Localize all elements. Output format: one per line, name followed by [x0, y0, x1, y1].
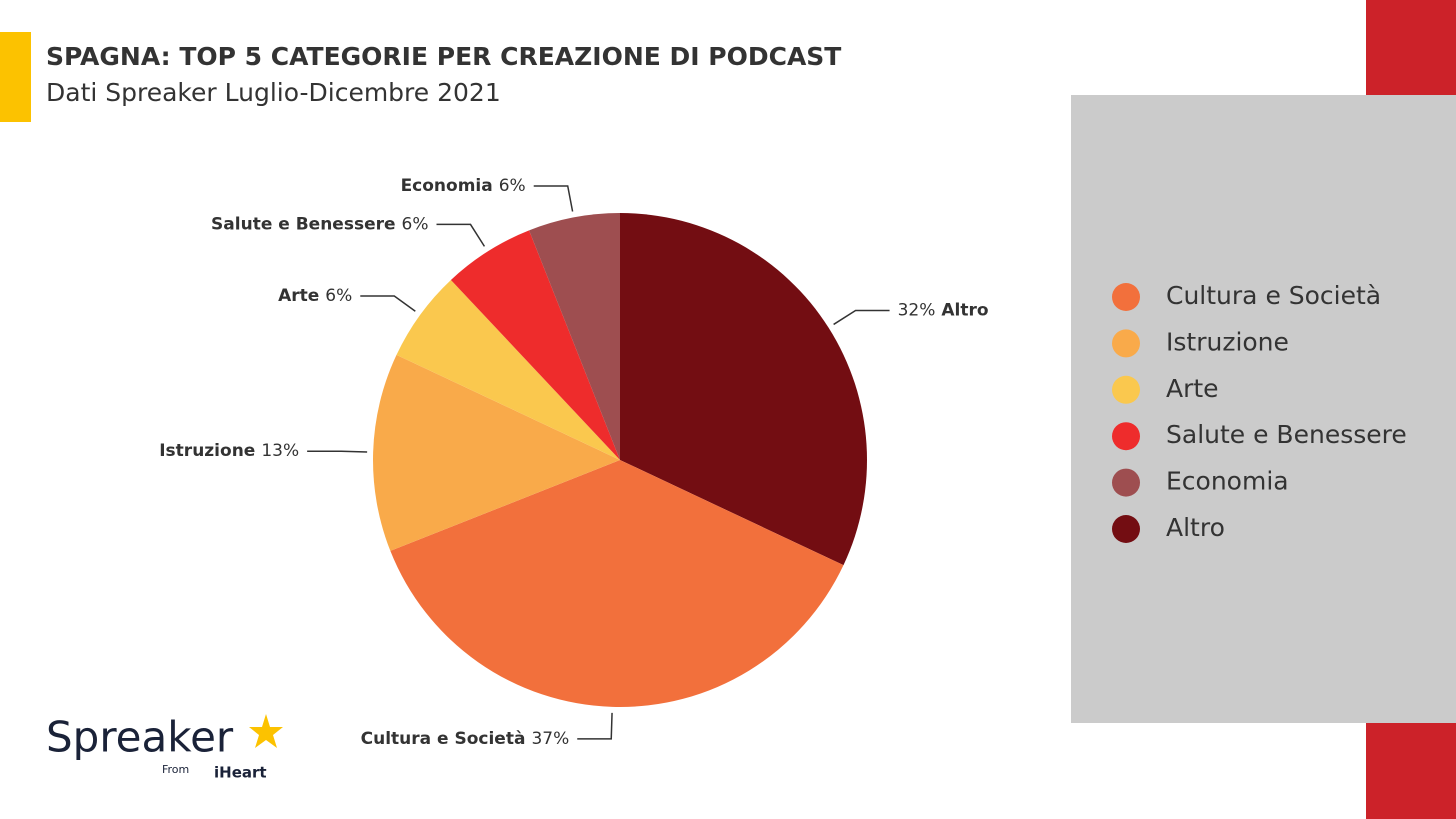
chart-title: SPAGNA: TOP 5 CATEGORIE PER CREAZIONE DI…	[46, 42, 841, 71]
data-label: Salute e Benessere 6%	[211, 214, 428, 234]
logo-from: From	[162, 763, 189, 776]
label-value: 6%	[499, 176, 526, 196]
legend-label: Salute e Benessere	[1166, 420, 1407, 449]
data-label: Arte 6%	[278, 286, 352, 306]
leader-line	[533, 185, 574, 212]
accent-bar	[0, 32, 31, 122]
pie-slice	[620, 213, 867, 566]
label-value: 6%	[325, 286, 352, 306]
data-label: 32% Altro	[898, 301, 989, 321]
leader-line	[577, 712, 613, 740]
legend-swatch	[1112, 422, 1140, 451]
legend-label: Cultura e Società	[1166, 281, 1381, 310]
label-name: Arte	[278, 286, 319, 306]
pie-slice	[450, 230, 620, 460]
leader-line	[833, 309, 890, 326]
label-value: 13%	[261, 441, 299, 461]
label-value: 6%	[402, 214, 429, 234]
label-name: Altro	[941, 301, 988, 321]
legend-label: Altro	[1166, 513, 1225, 542]
leader-line	[307, 450, 368, 453]
logo-brand: iHeart	[214, 764, 267, 782]
legend-swatch	[1112, 329, 1140, 358]
label-value: 32%	[898, 301, 936, 321]
logo-name: Spreaker	[46, 713, 234, 762]
label-name: Salute e Benessere	[211, 214, 395, 234]
legend-label: Economia	[1166, 467, 1289, 496]
pie-slice	[396, 279, 620, 460]
legend-swatch	[1112, 283, 1140, 311]
leader-line	[436, 223, 486, 247]
label-name: Economia	[401, 176, 493, 196]
legend-box	[1071, 95, 1456, 723]
legend-swatch	[1112, 375, 1140, 404]
label-value: 37%	[531, 729, 569, 749]
leader-line	[360, 295, 416, 312]
data-label: Cultura e Società 37%	[361, 729, 570, 749]
label-name: Cultura e Società	[361, 729, 526, 749]
pie-slice	[390, 460, 844, 708]
legend-swatch	[1112, 515, 1140, 543]
pie-slice	[372, 354, 620, 551]
label-name: Istruzione	[159, 441, 255, 461]
chart-subtitle: Dati Spreaker Luglio-Dicembre 2021	[46, 78, 501, 107]
pie-slice	[529, 213, 620, 460]
legend-swatch	[1112, 468, 1140, 497]
legend-label: Istruzione	[1166, 327, 1289, 356]
logo-star	[249, 714, 283, 748]
data-label: Istruzione 13%	[159, 441, 299, 461]
data-label: Economia 6%	[401, 176, 526, 196]
legend-label: Arte	[1166, 374, 1219, 403]
